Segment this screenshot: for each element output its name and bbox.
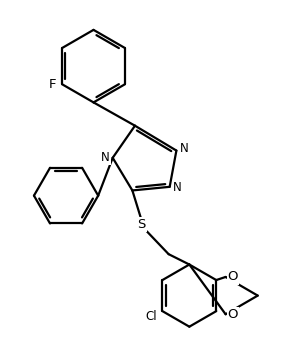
Text: Cl: Cl [146,310,157,323]
Text: N: N [180,142,189,155]
Text: N: N [101,151,110,164]
Text: F: F [49,78,57,91]
Text: N: N [173,181,182,194]
Text: S: S [138,218,146,231]
Text: O: O [228,308,238,321]
Text: O: O [228,271,238,283]
